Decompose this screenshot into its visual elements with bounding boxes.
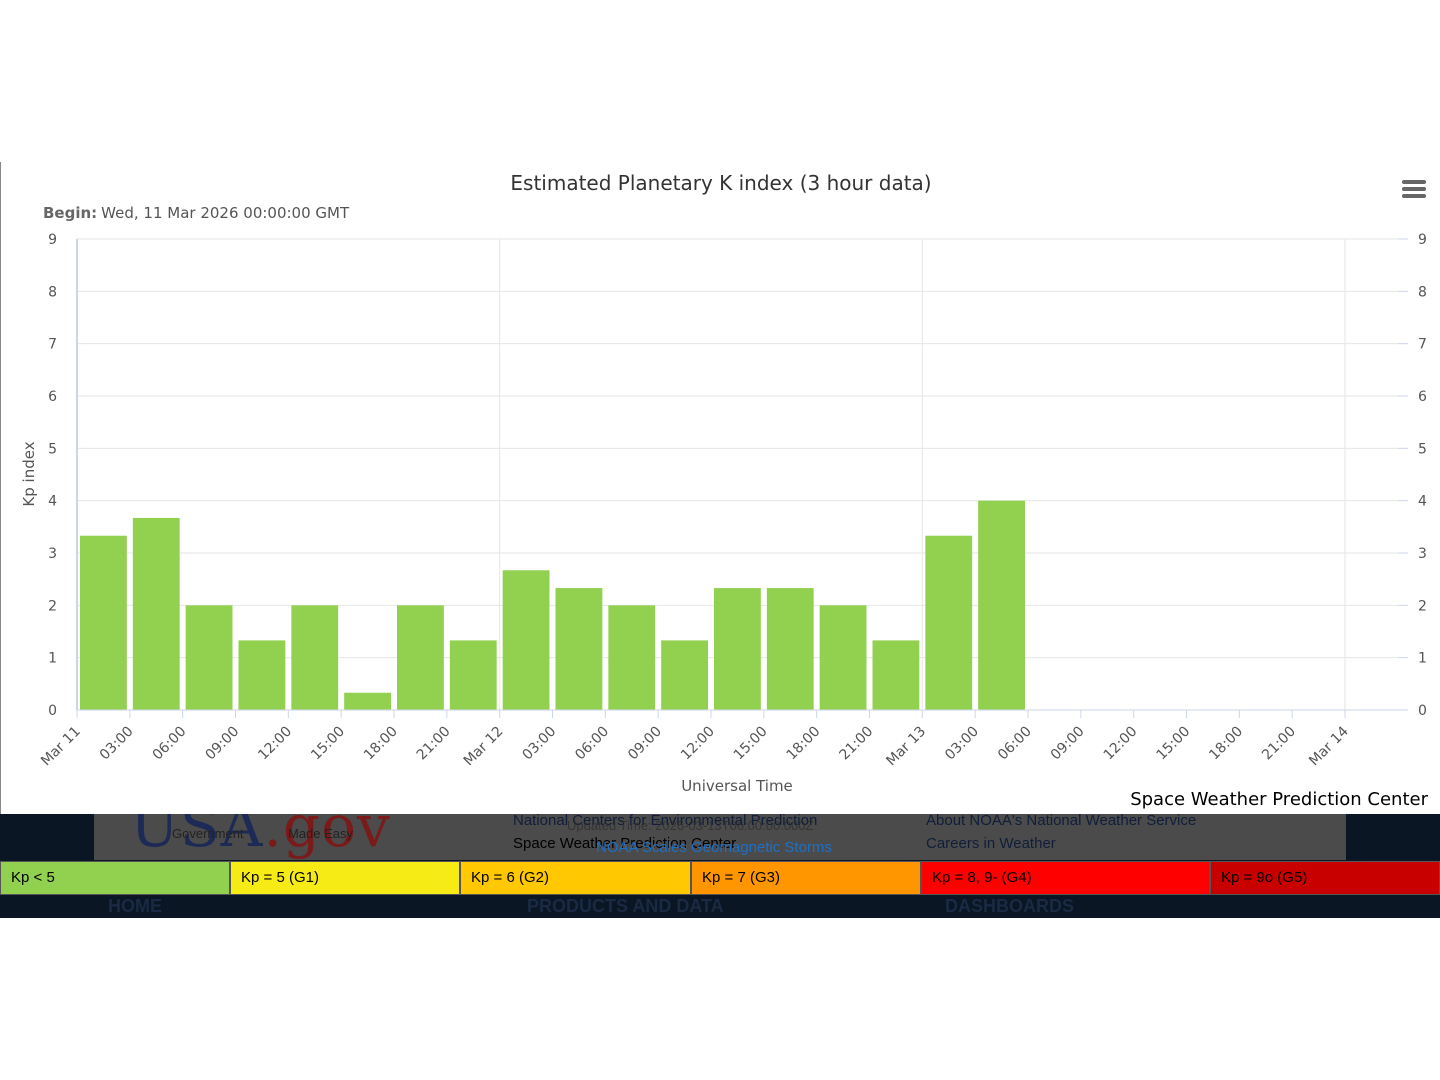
y-tick-label: 0 <box>48 703 57 719</box>
x-tick-label: 09:00 <box>1048 724 1088 764</box>
y-tick-label-right: 3 <box>1418 546 1427 562</box>
kp-bar <box>766 588 814 710</box>
x-tick-label: 12:00 <box>255 724 295 764</box>
y-tick-label-right: 6 <box>1418 389 1427 405</box>
footer-inner-panel <box>94 814 1346 860</box>
y-tick-label: 4 <box>48 494 57 510</box>
x-tick-label: 21:00 <box>836 724 876 764</box>
ncep-link[interactable]: National Centers for Environmental Predi… <box>513 814 818 829</box>
nav-home[interactable]: HOME <box>108 896 162 916</box>
legend-kp-8-g4: Kp = 8, 9- (G4) <box>921 861 1210 895</box>
kp-bar <box>80 535 127 710</box>
x-tick-label: 21:00 <box>414 724 454 764</box>
kp-bar <box>132 517 180 710</box>
kp-bar <box>397 605 444 710</box>
kp-bar <box>502 570 550 710</box>
kp-bar <box>555 588 603 710</box>
careers-link[interactable]: Careers in Weather <box>926 835 1056 852</box>
x-tick-label: 03:00 <box>519 724 559 764</box>
chart-panel: 0 0 1 1 2 2 3 3 4 4 5 5 6 6 7 7 8 8 9 9 Mar 11 03:00 06:00 09:0… <box>0 162 1440 814</box>
usa-tagline-1: Government <box>172 826 244 841</box>
x-tick-label: 03:00 <box>97 724 137 764</box>
kp-bar <box>291 605 339 710</box>
y-tick-label: 2 <box>48 598 57 614</box>
y-tick-label: 5 <box>48 441 57 457</box>
y-tick-label-right: 5 <box>1418 441 1427 457</box>
x-tick-label: 21:00 <box>1259 724 1299 764</box>
x-tick-label: Mar 12 <box>461 724 507 770</box>
chart-title: Estimated Planetary K index (3 hour data… <box>510 171 931 195</box>
y-tick-label: 8 <box>48 284 57 300</box>
legend-kp-6-g2: Kp = 6 (G2) <box>460 861 691 895</box>
x-tick-label: 15:00 <box>308 724 348 764</box>
x-tick-label: 06:00 <box>995 724 1035 764</box>
kp-bar <box>872 640 920 710</box>
y-tick-label: 6 <box>48 389 57 405</box>
y-tick-label: 3 <box>48 546 57 562</box>
x-tick-label: Mar 13 <box>883 724 929 770</box>
x-tick-label: 06:00 <box>150 724 190 764</box>
gov-logo-text: .gov <box>263 814 391 860</box>
y-tick-label-right: 7 <box>1418 337 1427 353</box>
legend-kp-below-5: Kp < 5 <box>0 861 230 895</box>
x-tick-label: 06:00 <box>572 724 612 764</box>
kp-bar-chart: 0 0 1 1 2 2 3 3 4 4 5 5 6 6 7 7 8 8 9 9 Mar 11 03:00 06:00 09:0… <box>20 171 1427 795</box>
y-tick-label: 9 <box>48 232 57 248</box>
noaa-scales-link[interactable]: NOAA Scales Geomagnetic Storms <box>596 839 832 856</box>
kp-bar <box>185 605 233 710</box>
x-tick-label: 15:00 <box>1153 724 1193 764</box>
kp-bar <box>714 588 761 710</box>
x-tick-label: 18:00 <box>1206 724 1246 764</box>
x-tick-label: 18:00 <box>361 724 401 764</box>
nav-dashboards[interactable]: DASHBOARDS <box>945 896 1075 916</box>
y-tick-label: 1 <box>48 651 57 667</box>
y-tick-label-right: 1 <box>1418 651 1427 667</box>
chart-menu-icon[interactable] <box>1402 180 1426 202</box>
y-axis-title: Kp index <box>20 441 38 506</box>
x-tick-label: 09:00 <box>625 724 665 764</box>
kp-bar <box>344 692 391 710</box>
x-tick-label: 12:00 <box>678 724 718 764</box>
kp-bar <box>449 640 497 710</box>
x-tick-label: 18:00 <box>784 724 824 764</box>
chart-credit[interactable]: Space Weather Prediction Center <box>1130 789 1428 810</box>
y-tick-label-right: 4 <box>1418 494 1427 510</box>
chart-subtitle: Begin: Wed, 11 Mar 2026 00:00:00 GMT <box>43 204 350 222</box>
x-tick-label: 12:00 <box>1101 724 1141 764</box>
x-tick-label: 09:00 <box>202 724 242 764</box>
nav-products-and-data[interactable]: PRODUCTS AND DATA <box>527 896 724 916</box>
legend-kp-5-g1: Kp = 5 (G1) <box>230 861 460 895</box>
kp-bar <box>819 605 867 710</box>
legend-kp-9o-g5: Kp = 9o (G5) <box>1210 861 1440 895</box>
y-tick-label-right: 8 <box>1418 284 1427 300</box>
usa-logo-text: USA <box>130 814 264 860</box>
subtitle-value: Wed, 11 Mar 2026 00:00:00 GMT <box>101 204 350 222</box>
kp-bar <box>608 605 656 710</box>
updated-time: Updated Time: 2026-03-13T06:00:00.000Z <box>567 818 814 833</box>
bar-series <box>80 500 1025 710</box>
x-axis-title: Universal Time <box>681 777 793 795</box>
kp-bar <box>661 640 708 710</box>
y-tick-label: 7 <box>48 337 57 353</box>
x-tick-label: 15:00 <box>731 724 771 764</box>
swpc-link[interactable]: Space Weather Prediction Center <box>513 835 737 852</box>
kp-scale-legend: Kp < 5 Kp = 5 (G1) Kp = 6 (G2) Kp = 7 (G… <box>0 861 1440 897</box>
legend-kp-7-g3: Kp = 7 (G3) <box>691 861 921 895</box>
usa-gov-logo[interactable]: USA.gov <box>130 814 391 860</box>
usa-tagline-2: Made Easy <box>288 826 354 841</box>
about-nws-link[interactable]: About NOAA's National Weather Service <box>926 814 1197 829</box>
kp-bar <box>978 500 1025 710</box>
subtitle-label: Begin: <box>43 204 97 222</box>
x-tick-label: 03:00 <box>942 724 982 764</box>
y-tick-label-right: 0 <box>1418 703 1427 719</box>
y-tick-label-right: 9 <box>1418 232 1427 248</box>
x-tick-label: Mar 11 <box>38 724 84 770</box>
x-tick-label: Mar 14 <box>1306 723 1352 769</box>
kp-bar <box>238 640 286 710</box>
kp-bar <box>925 535 973 710</box>
y-tick-label-right: 2 <box>1418 598 1427 614</box>
